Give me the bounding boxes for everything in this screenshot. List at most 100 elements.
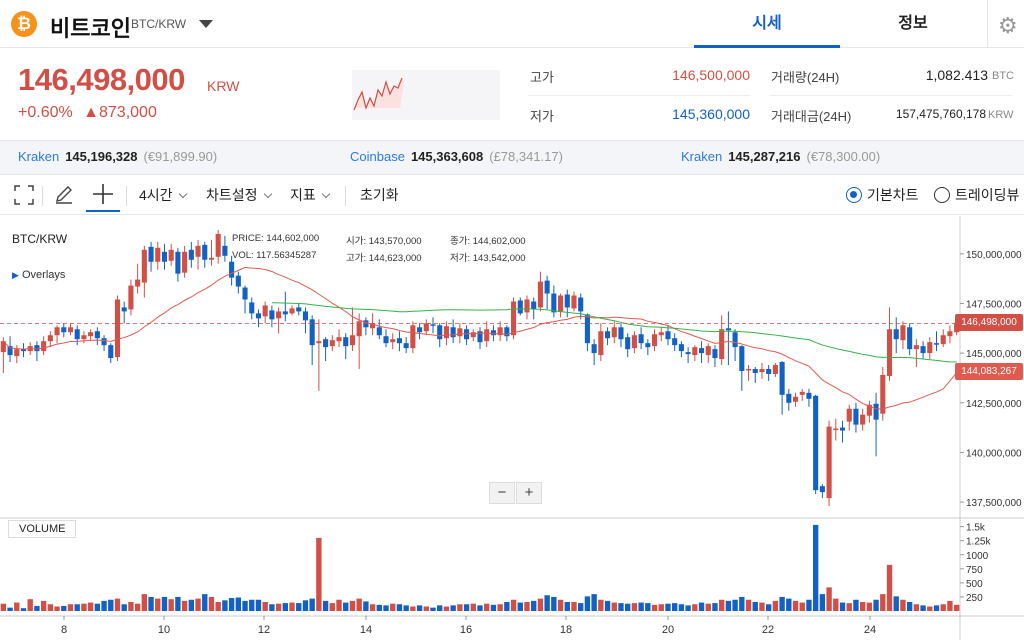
zoom-in-button[interactable]: +	[516, 482, 542, 504]
ohlc-price: PRICE: 144,602,000	[232, 233, 320, 244]
sparkline-line	[353, 77, 403, 111]
coin-select-caret-icon[interactable]	[199, 20, 213, 28]
basic-chart-radio[interactable]	[846, 187, 862, 203]
pencil-icon[interactable]	[54, 184, 74, 204]
chart-background	[0, 216, 1024, 640]
candle-body	[900, 325, 906, 341]
volume-label: 거래량(24H)	[771, 70, 840, 85]
y-tick-label: 145,000,000	[966, 349, 1022, 360]
volume-bar	[893, 596, 899, 611]
volume-bar	[148, 596, 154, 611]
exchange-coinbase[interactable]: Coinbase 145,363,608 (£78,341.17)	[350, 149, 563, 164]
volume-bar	[289, 602, 295, 611]
candle-body	[262, 305, 268, 317]
ohlc-close: 종가: 144,602,000	[450, 236, 526, 247]
candle-body	[839, 427, 846, 431]
volume-bar	[826, 587, 832, 611]
candle-body	[255, 313, 262, 319]
basic-chart-label[interactable]: 기본차트	[867, 187, 919, 203]
y-tick-label: 147,500,000	[966, 299, 1022, 310]
candle-body	[242, 287, 248, 300]
tab-price[interactable]: 시세	[694, 0, 840, 48]
chevron-down-icon	[263, 189, 272, 199]
candle-body	[182, 251, 188, 273]
zoom-out-button[interactable]: −	[489, 482, 515, 504]
volume-bar	[799, 602, 805, 611]
candle-body	[893, 329, 899, 340]
candle-body	[551, 293, 557, 313]
candlesticks	[0, 229, 960, 507]
candle-body	[289, 308, 295, 314]
candle-body	[417, 327, 423, 333]
volume-bar	[101, 600, 107, 611]
reset-button[interactable]: 초기화	[360, 187, 399, 203]
crosshair-icon[interactable]	[92, 183, 114, 205]
candle-body	[813, 395, 819, 491]
exchange-foreign: (£78,341.17)	[489, 149, 563, 164]
volume-bar	[74, 604, 80, 611]
candle-body	[739, 346, 745, 371]
volume-value: 1,082.413	[925, 67, 988, 83]
candle-body	[779, 362, 785, 395]
tradingview-radio[interactable]	[934, 187, 950, 203]
exchange-kraken-eur[interactable]: Kraken 145,196,328 (€91,899.90)	[18, 149, 217, 164]
volume-bar	[215, 602, 221, 611]
volume-bars	[0, 524, 960, 611]
chart-settings-dropdown[interactable]: 차트설정	[206, 185, 272, 205]
candle-body	[665, 331, 671, 340]
volume-bar	[309, 598, 315, 611]
price-unit: KRW	[207, 78, 240, 94]
volume-unit: BTC	[992, 70, 1014, 82]
ohlc-high: 고가: 144,623,000	[346, 253, 422, 264]
stat-divider	[528, 95, 750, 96]
volume-bar	[34, 605, 40, 611]
volume-bar	[611, 602, 617, 611]
high-label: 고가	[530, 70, 554, 85]
volume-bar	[631, 603, 638, 611]
candle-body	[323, 339, 329, 348]
gear-icon[interactable]: ⚙	[998, 13, 1018, 38]
volume-bar	[27, 599, 33, 611]
candle-body	[833, 428, 839, 431]
overlays-toggle[interactable]: ▶ Overlays	[12, 269, 65, 281]
candle-body	[477, 331, 483, 343]
volume-bar	[510, 599, 517, 611]
amount-label: 거래대금(24H)	[771, 109, 852, 124]
candle-body	[141, 249, 147, 283]
candle-body	[316, 341, 322, 344]
mini-sparkline	[352, 70, 500, 120]
indicators-dropdown[interactable]: 지표	[290, 185, 331, 205]
candle-body	[484, 329, 490, 342]
candle-body	[497, 327, 503, 336]
candle-body	[524, 299, 530, 313]
fullscreen-icon[interactable]	[14, 185, 34, 205]
candle-body	[249, 302, 255, 314]
volume-bar	[933, 605, 940, 611]
price-axis: 150,000,000 147,500,000 145,000,000 142,500…	[960, 250, 1022, 509]
exchange-price: 145,363,608	[410, 149, 484, 164]
candle-body	[309, 319, 315, 346]
volume-bar	[732, 599, 738, 611]
volume-bar	[564, 602, 570, 611]
exchange-kraken-gbp[interactable]: Kraken 145,287,216 (€78,300.00)	[681, 149, 880, 164]
volume-bar	[672, 603, 678, 611]
stat-divider	[770, 95, 1012, 96]
candle-body	[269, 310, 275, 320]
volume-bar	[94, 603, 101, 611]
candle-body	[638, 334, 644, 344]
candle-body	[336, 337, 342, 342]
x-tick-label: 20	[662, 624, 674, 636]
volume-bar	[551, 596, 557, 611]
triangle-right-icon: ▶	[12, 270, 19, 280]
interval-dropdown[interactable]: 4시간	[139, 185, 187, 205]
volume-bar	[947, 600, 953, 611]
candle-body	[276, 311, 282, 319]
volume-bar	[242, 600, 248, 611]
tab-info[interactable]: 정보	[898, 15, 928, 32]
volume-bar	[517, 602, 523, 611]
price-chart[interactable]: 150,000,000 147,500,000 145,000,000 142,500…	[0, 216, 1024, 640]
volume-bar	[906, 602, 913, 611]
exchange-foreign: (€91,899.90)	[143, 149, 218, 164]
tradingview-label[interactable]: 트레이딩뷰	[955, 187, 1020, 203]
volume-bar	[618, 603, 624, 611]
